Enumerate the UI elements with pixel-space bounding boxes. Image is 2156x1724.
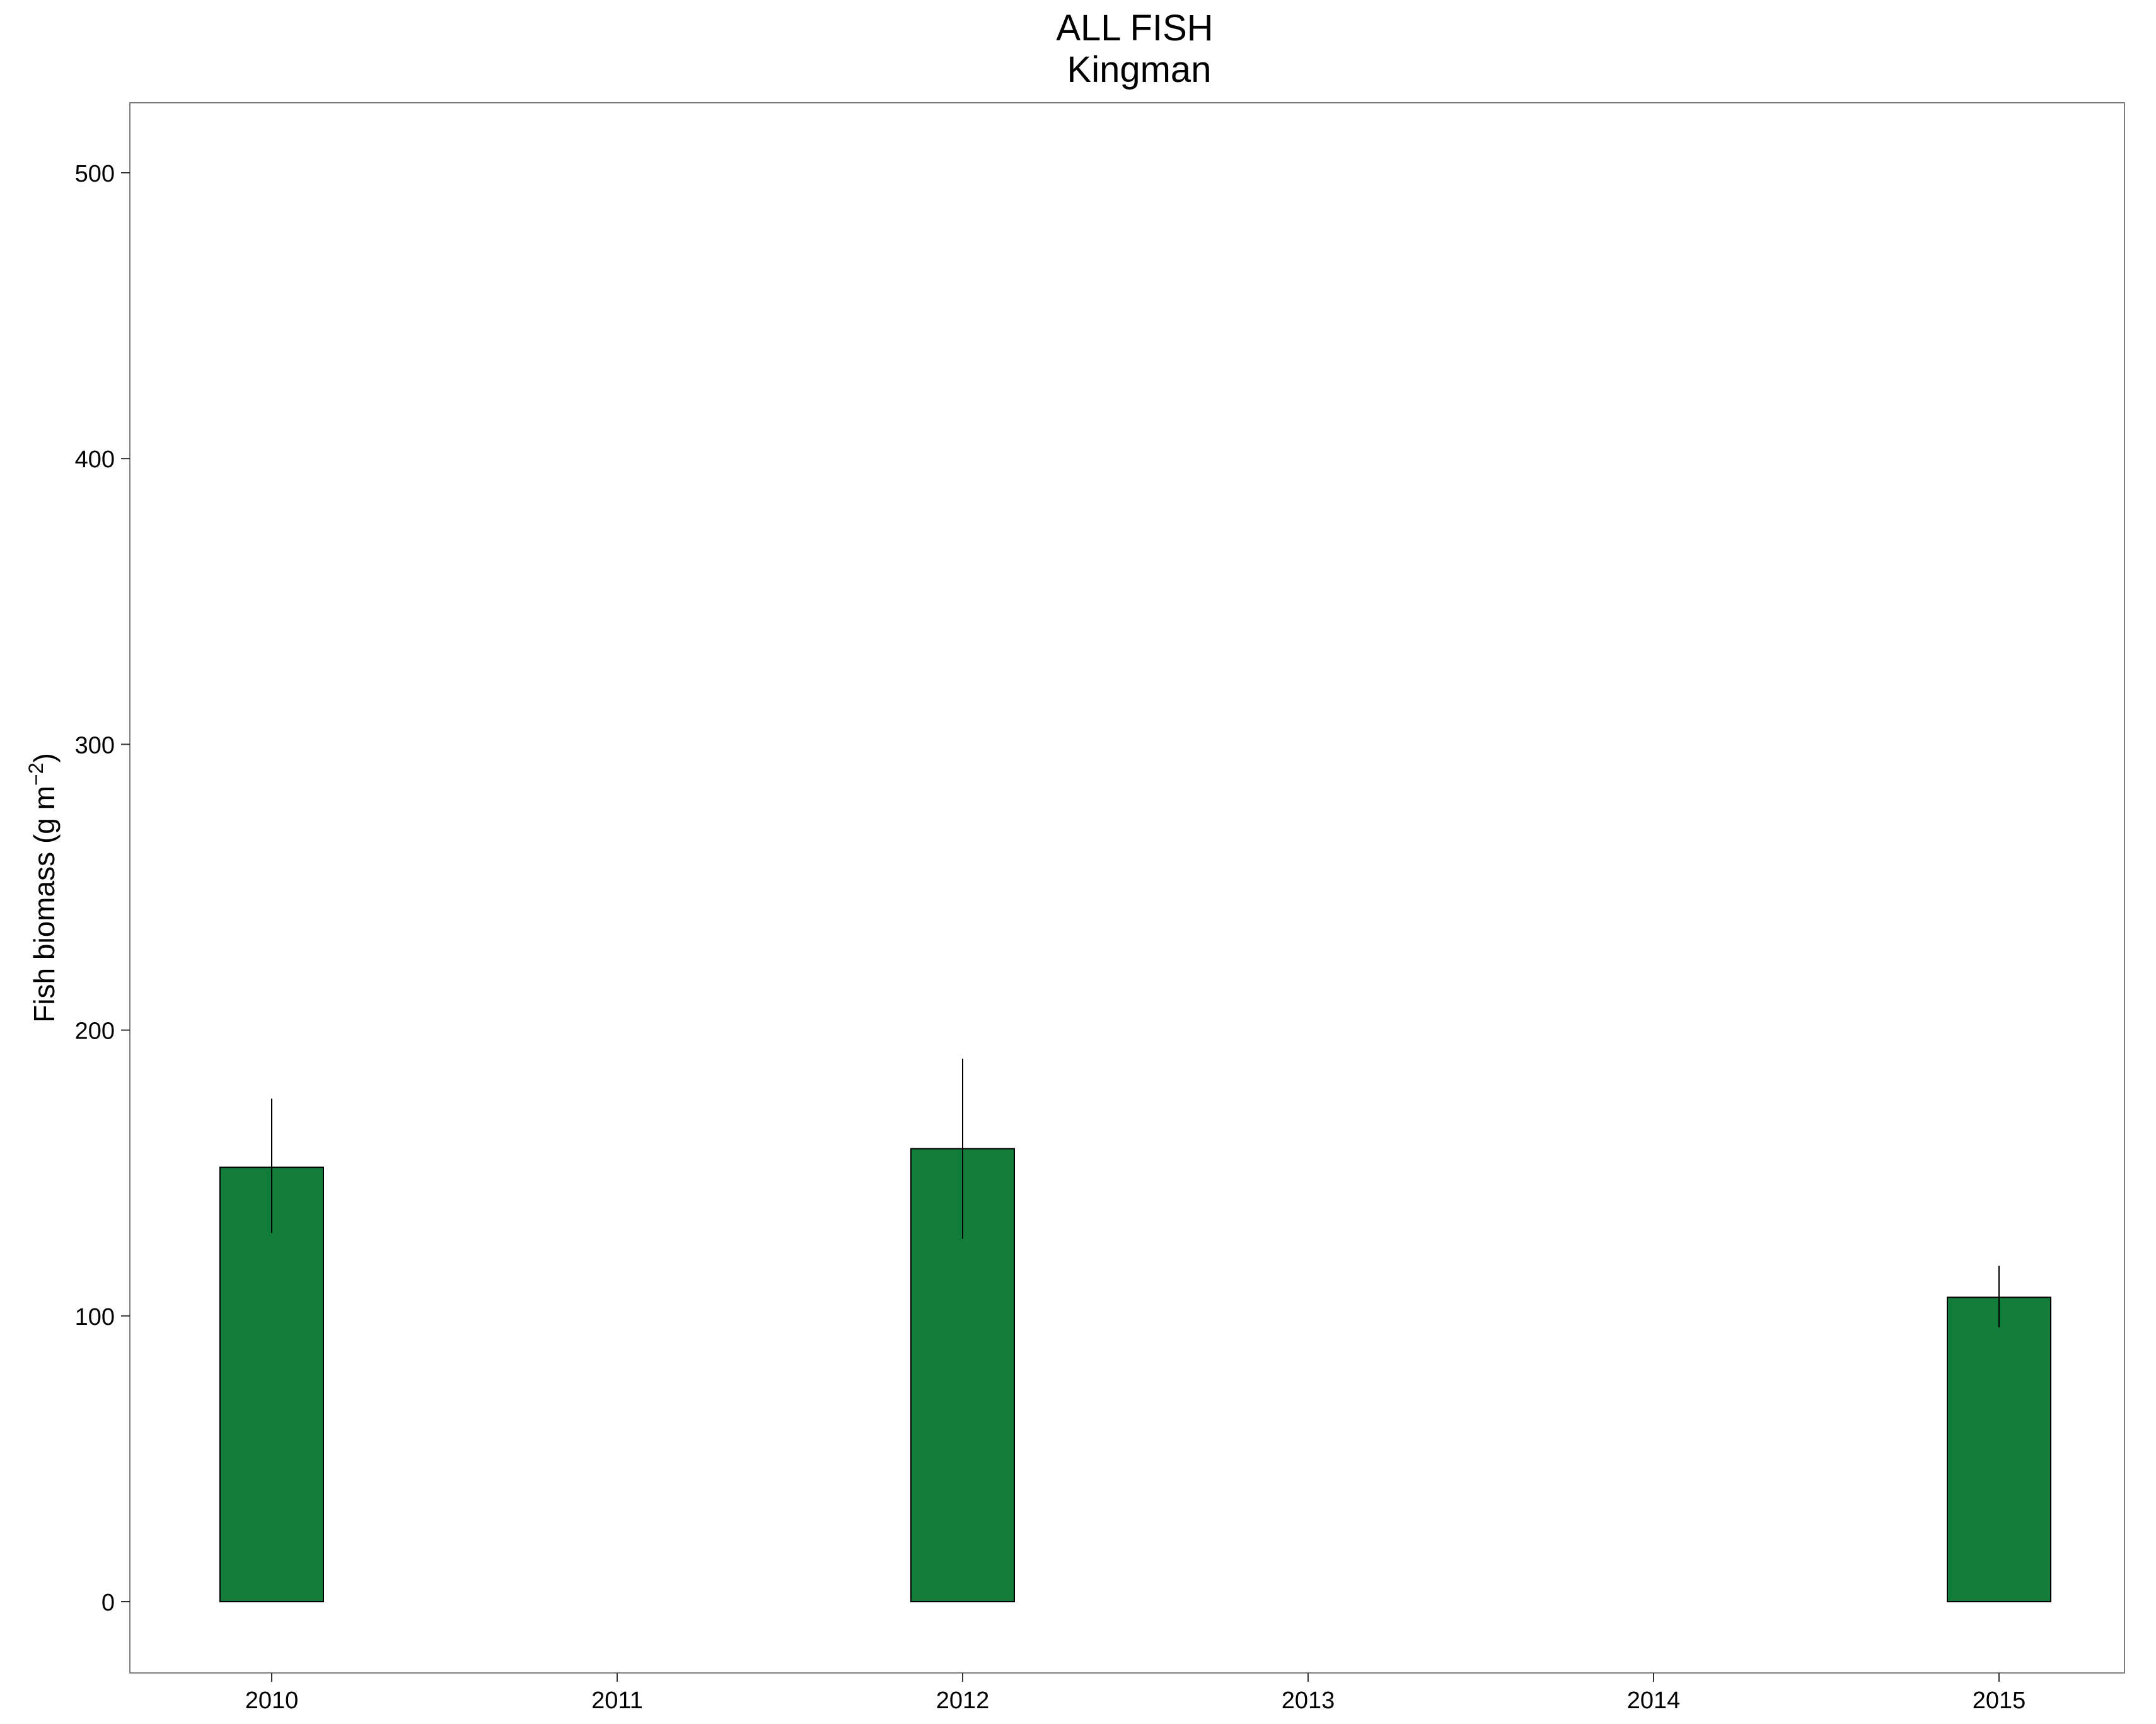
y-axis-label: Fish biomass (g m−2) [25, 753, 61, 1023]
y-tick-label: 400 [75, 446, 115, 473]
x-tick-label: 2013 [1282, 1687, 1335, 1714]
y-axis-label-superscript: −2 [25, 763, 47, 786]
y-axis-label-main: Fish biomass (g m [28, 786, 61, 1023]
bar-2010 [219, 1167, 324, 1602]
y-axis: 0 100 200 300 400 500 [75, 161, 130, 1616]
chart-title: ALL FISH [1056, 8, 1213, 49]
y-tick-label: 200 [75, 1018, 115, 1045]
y-tick-label: 100 [75, 1304, 115, 1331]
y-tick-label: 300 [75, 732, 115, 759]
x-axis: 2010 2011 2012 2013 2014 2015 [245, 1673, 2026, 1714]
x-tick-label: 2010 [245, 1687, 299, 1714]
y-tick-label: 500 [75, 161, 115, 187]
x-tick-label: 2014 [1627, 1687, 1681, 1714]
x-tick-label: 2012 [936, 1687, 990, 1714]
bar-2015 [1947, 1296, 2051, 1603]
x-tick-label: 2011 [591, 1687, 643, 1714]
y-tick-label: 0 [101, 1590, 115, 1616]
error-bar-series [271, 1058, 2000, 1327]
y-axis-label-suffix: ) [28, 753, 61, 762]
bar-series [219, 1148, 2051, 1603]
x-tick-label: 2015 [1973, 1687, 2026, 1714]
chart-subtitle: Kingman [1067, 49, 1212, 90]
plot-panel-border [129, 102, 2125, 1674]
